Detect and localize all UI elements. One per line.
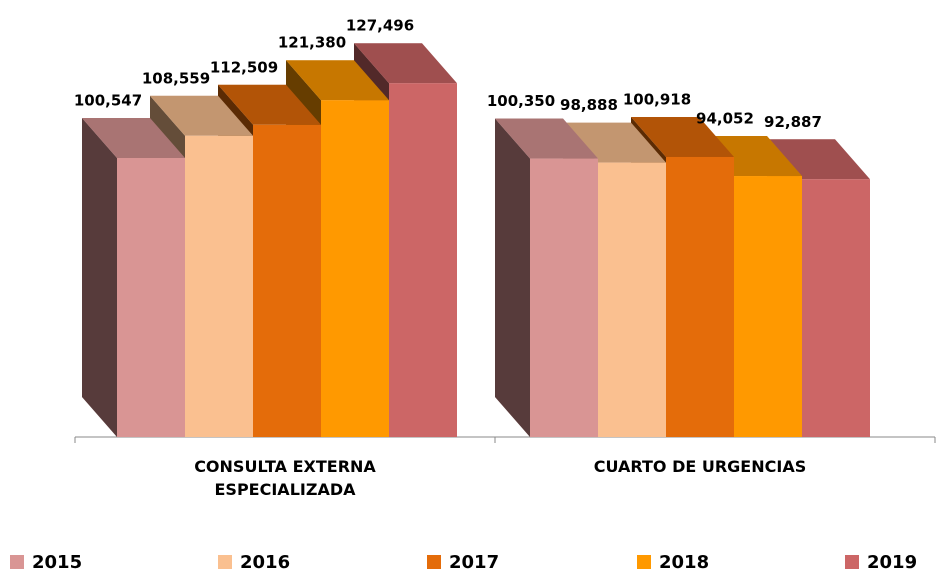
bar-top — [150, 95, 253, 136]
value-label: 108,559 — [142, 69, 210, 87]
bar — [530, 158, 598, 438]
value-label: 121,380 — [278, 34, 346, 52]
bar — [598, 162, 666, 437]
bar-top-shade — [563, 122, 666, 163]
legend-label: 2019 — [867, 552, 917, 573]
value-label: 127,496 — [346, 17, 414, 35]
value-label: 100,918 — [623, 90, 691, 108]
bar-side-shade — [82, 118, 117, 437]
value-label: 98,888 — [560, 96, 618, 114]
legend-swatch — [427, 555, 441, 569]
bar-top — [767, 139, 870, 180]
bar-top — [82, 118, 185, 158]
value-label: 100,547 — [74, 92, 142, 110]
legend-swatch — [10, 555, 24, 569]
bar-top — [699, 136, 802, 177]
bar — [389, 83, 457, 438]
bar-top-shade — [286, 60, 389, 101]
bar-top — [354, 43, 457, 84]
bar-top-shade — [631, 116, 734, 157]
legend-swatch — [637, 555, 651, 569]
bar-top-shade — [354, 43, 457, 84]
legend-label: 2018 — [659, 552, 709, 573]
value-label: 100,350 — [487, 92, 555, 110]
legend-swatch — [845, 555, 859, 569]
bar-top-shade — [495, 118, 598, 159]
bar — [666, 156, 734, 438]
bar — [253, 124, 321, 437]
value-label: 94,052 — [696, 110, 754, 128]
bar-top-shade — [150, 95, 253, 136]
bar — [802, 179, 870, 437]
bar-top-shade — [767, 139, 870, 180]
value-label: 112,509 — [210, 58, 278, 76]
bar — [117, 158, 185, 437]
value-label: 92,887 — [764, 113, 822, 131]
bar-top — [563, 122, 666, 163]
bar-top-shade — [218, 84, 321, 125]
bar — [185, 135, 253, 437]
bar-top — [286, 60, 389, 101]
bar-top-shade — [699, 136, 802, 177]
x-tick-label: CUARTO DE URGENCIAS — [593, 457, 807, 476]
bar-top-shade — [82, 118, 185, 158]
legend-swatch — [218, 555, 232, 569]
bar — [734, 176, 802, 437]
legend-label: 2015 — [32, 552, 82, 573]
bar-side-shade — [495, 118, 530, 438]
bar-top — [631, 116, 734, 157]
legend-label: 2017 — [449, 552, 499, 573]
bar-top — [495, 118, 598, 159]
bar — [321, 100, 389, 437]
bar-top — [218, 84, 321, 125]
x-tick-label: CONSULTA EXTERNA ESPECIALIZADA — [194, 457, 376, 499]
legend-label: 2016 — [240, 552, 290, 573]
